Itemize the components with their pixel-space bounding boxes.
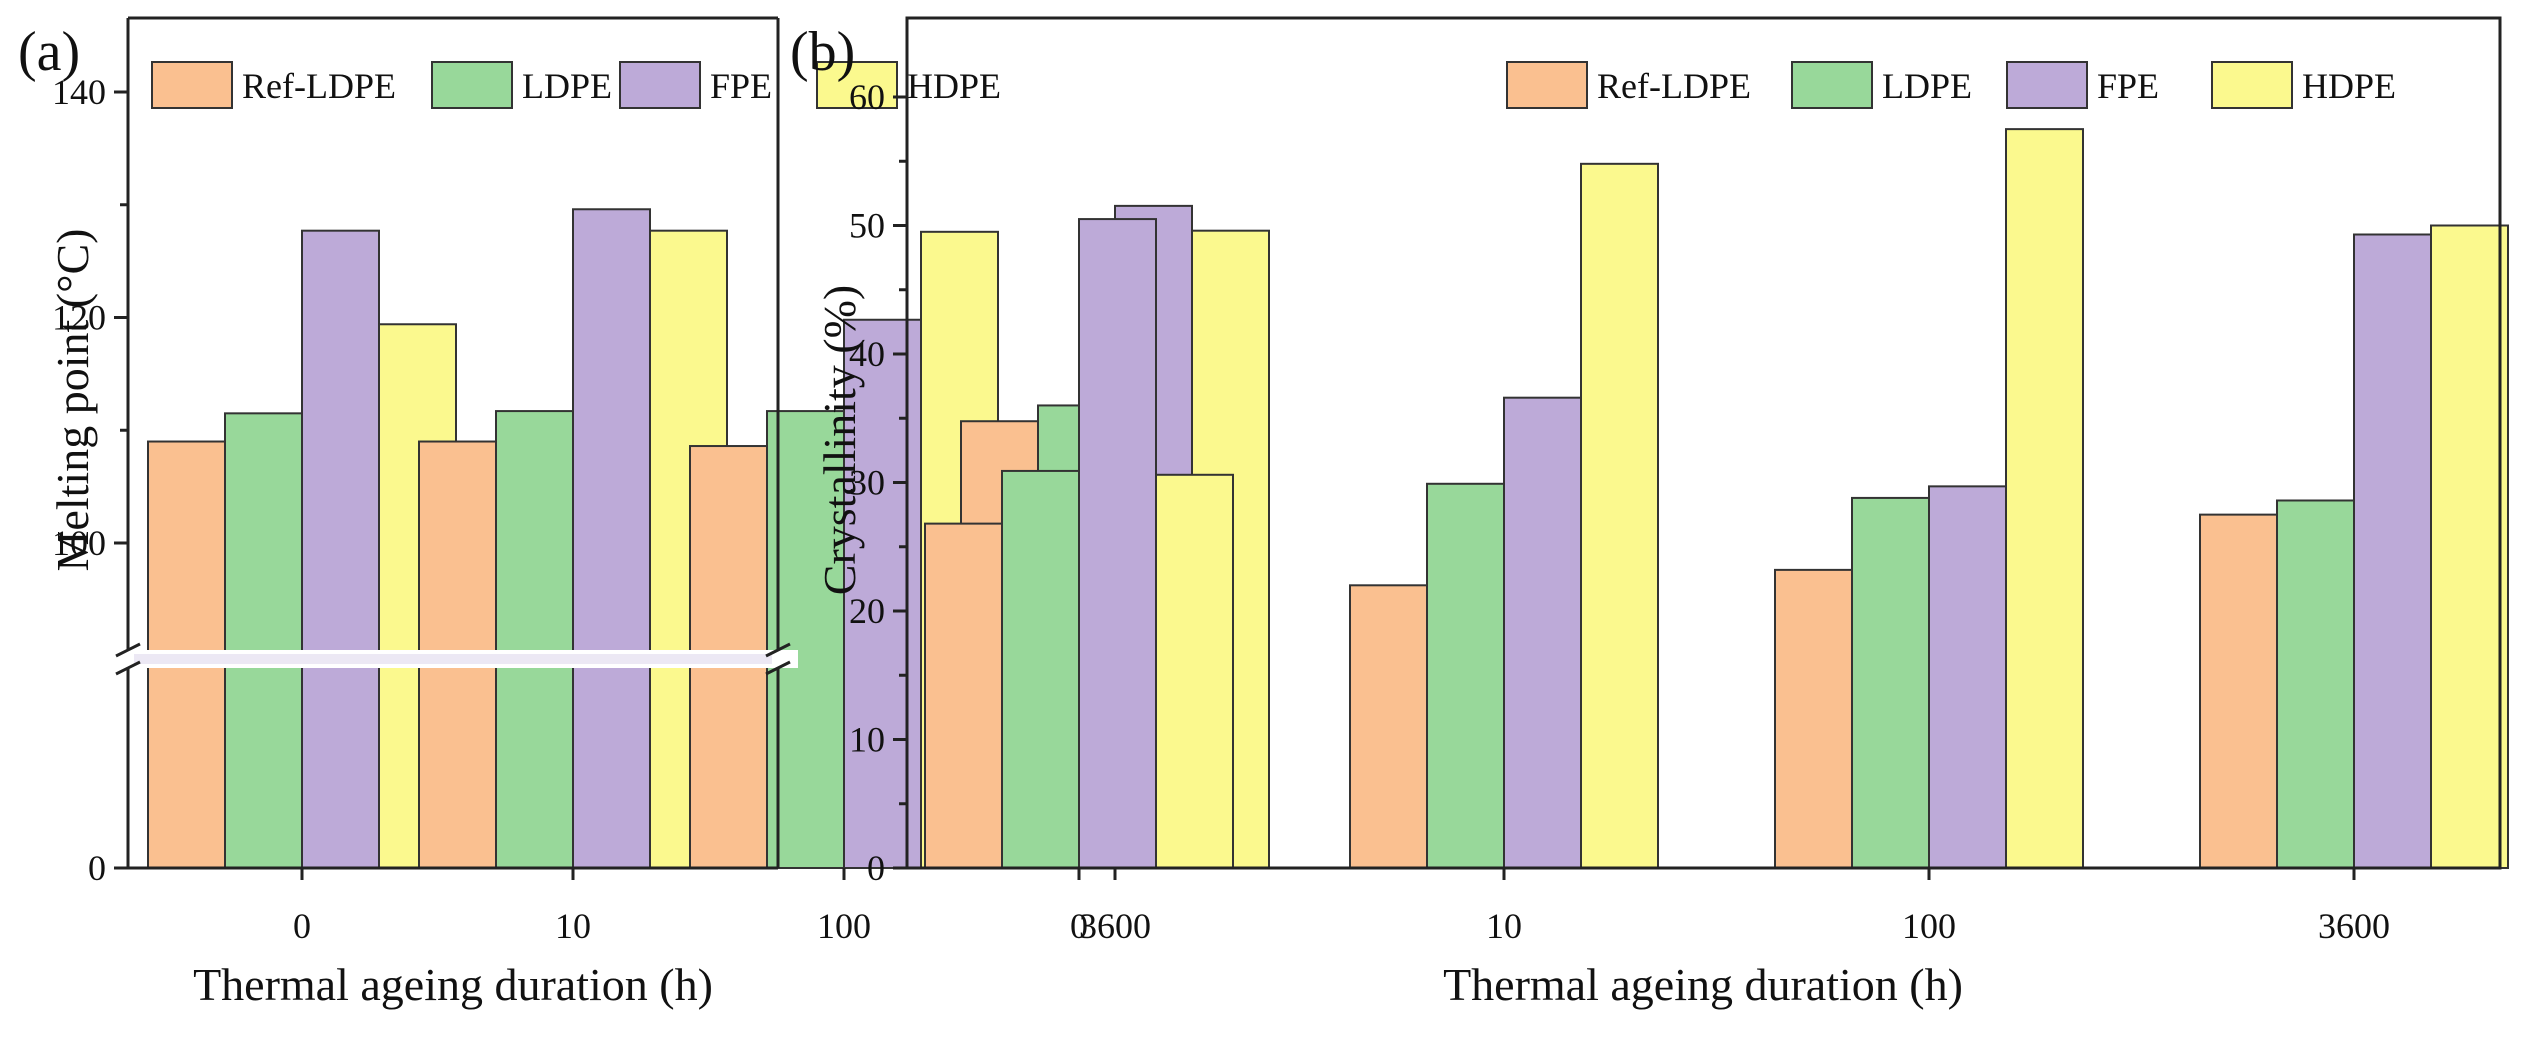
y-tick-label: 60 [849, 77, 885, 117]
legend-swatch-fpe [2006, 61, 2088, 109]
legend-label-ref-ldpe: Ref-LDPE [1597, 66, 1751, 106]
y-tick-label: 100 [52, 523, 106, 563]
x-tick-label: 10 [555, 906, 591, 946]
x-tick-label: 3600 [2318, 906, 2390, 946]
axis-break-mark [115, 660, 141, 676]
legend-label-hdpe: HDPE [2302, 66, 2396, 106]
y-tick-label: 0 [867, 848, 885, 888]
bar-ref-ldpe-3600 [2199, 513, 2278, 869]
legend-swatch-ref-ldpe [1506, 61, 1588, 109]
bar-fpe-3600 [2353, 233, 2432, 869]
legend-label-fpe: FPE [710, 66, 772, 106]
bar-ldpe-100 [766, 410, 845, 869]
legend-swatch-ldpe [431, 61, 513, 109]
bar-fpe-0 [1078, 218, 1157, 869]
legend-label-fpe: FPE [2097, 66, 2159, 106]
legend-swatch-ldpe [1791, 61, 1873, 109]
bar-ldpe-10 [1426, 482, 1505, 869]
x-axis-title: Thermal ageing duration (h) [1443, 959, 1963, 1010]
bar-ldpe-10 [495, 410, 574, 869]
bar-ldpe-100 [1851, 496, 1930, 869]
panel-label: (b) [790, 21, 855, 83]
bar-ldpe-0 [1001, 469, 1080, 869]
y-tick-label: 0 [88, 848, 106, 888]
legend-label-ref-ldpe: Ref-LDPE [242, 66, 396, 106]
axis-break-mark [115, 642, 141, 658]
x-tick-label: 0 [1070, 906, 1088, 946]
axis-break-mark [765, 660, 791, 676]
bar-hdpe-3600 [2430, 224, 2509, 869]
x-tick-label: 100 [1902, 906, 1956, 946]
y-axis-title: Crystallinity (%) [814, 285, 865, 595]
bar-hdpe-10 [1580, 162, 1659, 869]
y-tick-label: 10 [849, 720, 885, 760]
bar-hdpe-100 [2005, 128, 2084, 869]
x-tick-label: 3600 [1079, 906, 1151, 946]
bar-fpe-10 [1503, 396, 1582, 869]
bar-ref-ldpe-10 [1349, 584, 1428, 869]
legend: Ref-LDPE LDPE FPE HDPE [151, 61, 1001, 109]
legend-swatch-fpe [619, 61, 701, 109]
x-tick-label: 0 [293, 906, 311, 946]
bar-ldpe-0 [224, 412, 303, 869]
panel-label: (a) [18, 21, 80, 83]
axis-break-mark [765, 642, 791, 658]
x-axis-title: Thermal ageing duration (h) [193, 959, 713, 1010]
legend-label-hdpe: HDPE [907, 66, 1001, 106]
y-tick-label: 50 [849, 206, 885, 246]
legend: Ref-LDPE LDPE FPE HDPE [1506, 61, 2396, 109]
legend-label-ldpe: LDPE [1882, 66, 1972, 106]
bar-ref-ldpe-0 [924, 522, 1003, 869]
bar-ref-ldpe-100 [1774, 568, 1853, 869]
y-tick-label: 140 [52, 72, 106, 112]
bar-hdpe-0 [1155, 473, 1234, 869]
legend-swatch-hdpe [2211, 61, 2293, 109]
axis-break-band-tint [134, 654, 772, 664]
bar-ldpe-3600 [2276, 499, 2355, 869]
x-tick-label: 100 [817, 906, 871, 946]
y-tick-label: 30 [849, 463, 885, 503]
bar-fpe-0 [301, 229, 380, 869]
y-tick-label: 40 [849, 334, 885, 374]
legend-label-ldpe: LDPE [522, 66, 612, 106]
bar-fpe-10 [572, 208, 651, 869]
y-tick-label: 20 [849, 591, 885, 631]
legend-swatch-ref-ldpe [151, 61, 233, 109]
bar-fpe-100 [1928, 485, 2007, 869]
plot-frame [905, 16, 2502, 870]
y-tick-label: 120 [52, 298, 106, 338]
legend-swatch-hdpe [816, 61, 898, 109]
y-axis-title: Melting point (°C) [47, 229, 98, 572]
x-tick-label: 10 [1486, 906, 1522, 946]
